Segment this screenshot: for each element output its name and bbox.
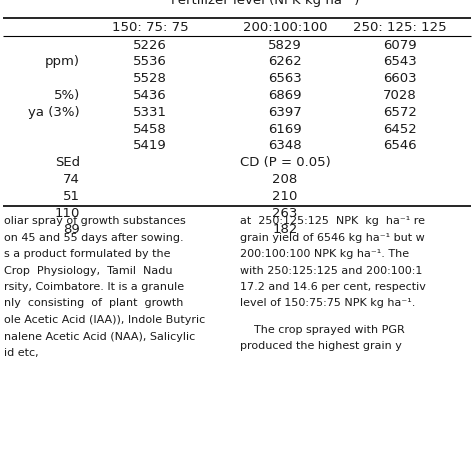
Text: rsity, Coimbatore. It is a granule: rsity, Coimbatore. It is a granule	[4, 282, 184, 292]
Text: 6869: 6869	[268, 89, 302, 102]
Text: 110: 110	[55, 207, 80, 219]
Text: 208: 208	[273, 173, 298, 186]
Text: 89: 89	[63, 223, 80, 237]
Text: 182: 182	[272, 223, 298, 237]
Text: 74: 74	[63, 173, 80, 186]
Text: 5331: 5331	[133, 106, 167, 118]
Text: 6572: 6572	[383, 106, 417, 118]
Text: Crop  Physiology,  Tamil  Nadu: Crop Physiology, Tamil Nadu	[4, 265, 173, 275]
Text: 210: 210	[272, 190, 298, 203]
Text: SEd: SEd	[55, 156, 80, 169]
Text: 5829: 5829	[268, 38, 302, 52]
Text: nalene Acetic Acid (NAA), Salicylic: nalene Acetic Acid (NAA), Salicylic	[4, 331, 195, 341]
Text: 6397: 6397	[268, 106, 302, 118]
Text: 6603: 6603	[383, 72, 417, 85]
Text: 5458: 5458	[133, 122, 167, 136]
Text: 7028: 7028	[383, 89, 417, 102]
Text: The crop sprayed with PGR: The crop sprayed with PGR	[240, 325, 405, 335]
Text: at  250:125:125  NPK  kg  ha⁻¹ re: at 250:125:125 NPK kg ha⁻¹ re	[240, 216, 425, 226]
Text: 150: 75: 75: 150: 75: 75	[112, 20, 188, 34]
Text: 5436: 5436	[133, 89, 167, 102]
Text: ole Acetic Acid (IAA)), Indole Butyric: ole Acetic Acid (IAA)), Indole Butyric	[4, 315, 205, 325]
Text: 5226: 5226	[133, 38, 167, 52]
Text: 200:100:100: 200:100:100	[243, 20, 327, 34]
Text: Fertilizer level (NPK kg ha⁻¹): Fertilizer level (NPK kg ha⁻¹)	[171, 0, 359, 7]
Text: produced the highest grain y: produced the highest grain y	[240, 341, 402, 351]
Text: 5%): 5%)	[54, 89, 80, 102]
Text: ya (3%): ya (3%)	[28, 106, 80, 118]
Text: 17.2 and 14.6 per cent, respectiv: 17.2 and 14.6 per cent, respectiv	[240, 282, 426, 292]
Text: level of 150:75:75 NPK kg ha⁻¹.: level of 150:75:75 NPK kg ha⁻¹.	[240, 299, 415, 309]
Text: 250: 125: 125: 250: 125: 125	[353, 20, 447, 34]
Text: s a product formulated by the: s a product formulated by the	[4, 249, 171, 259]
Text: 263: 263	[272, 207, 298, 219]
Text: 6546: 6546	[383, 139, 417, 152]
Text: ppm): ppm)	[45, 55, 80, 68]
Text: oliar spray of growth substances: oliar spray of growth substances	[4, 216, 186, 226]
Text: grain yield of 6546 kg ha⁻¹ but w: grain yield of 6546 kg ha⁻¹ but w	[240, 233, 425, 243]
Text: 6452: 6452	[383, 122, 417, 136]
Text: CD (P = 0.05): CD (P = 0.05)	[240, 156, 330, 169]
Text: 6262: 6262	[268, 55, 302, 68]
Text: 6563: 6563	[268, 72, 302, 85]
Text: on 45 and 55 days after sowing.: on 45 and 55 days after sowing.	[4, 233, 183, 243]
Text: 6348: 6348	[268, 139, 302, 152]
Text: 5536: 5536	[133, 55, 167, 68]
Text: 51: 51	[63, 190, 80, 203]
Text: 6079: 6079	[383, 38, 417, 52]
Text: with 250:125:125 and 200:100:1: with 250:125:125 and 200:100:1	[240, 265, 422, 275]
Text: 6169: 6169	[268, 122, 302, 136]
Text: 5528: 5528	[133, 72, 167, 85]
Text: id etc,: id etc,	[4, 348, 38, 358]
Text: 200:100:100 NPK kg ha⁻¹. The: 200:100:100 NPK kg ha⁻¹. The	[240, 249, 409, 259]
Text: 6543: 6543	[383, 55, 417, 68]
Text: 5419: 5419	[133, 139, 167, 152]
Text: nly  consisting  of  plant  growth: nly consisting of plant growth	[4, 299, 183, 309]
